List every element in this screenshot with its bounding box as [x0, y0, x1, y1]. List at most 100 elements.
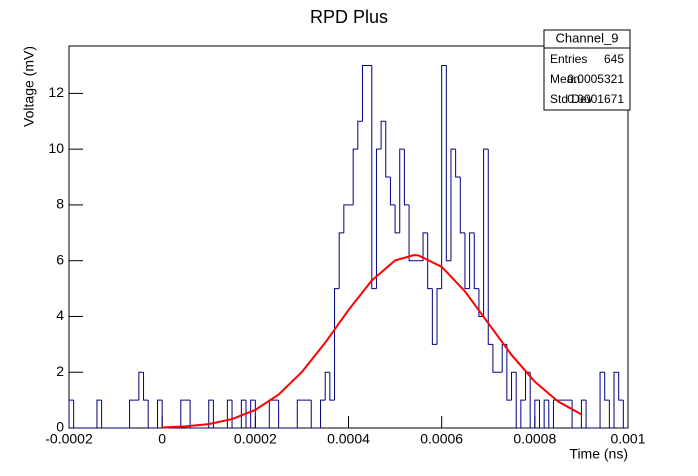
x-tick-label: 0.0006 [420, 431, 463, 447]
x-tick-label: 0.001 [610, 431, 645, 447]
histogram-step [375, 148, 382, 289]
histogram-step [459, 177, 465, 234]
histogram-step [608, 400, 615, 429]
histogram-step [436, 288, 442, 345]
histogram-step [599, 371, 605, 428]
histogram-step [403, 149, 410, 206]
histogram-step [310, 400, 316, 429]
histogram-step [501, 343, 507, 373]
histogram-step [352, 148, 358, 205]
histogram-step [226, 399, 233, 428]
histogram-step [529, 372, 535, 429]
histogram-step [511, 371, 517, 401]
histogram-step [408, 204, 414, 262]
x-tick-label: 0 [158, 431, 166, 447]
histogram-step [538, 400, 545, 429]
histogram-step [324, 371, 330, 401]
histogram-step [450, 148, 456, 261]
y-tick-label: 6 [56, 251, 64, 267]
stats-title: Channel_9 [556, 30, 619, 45]
histogram-step [385, 121, 391, 178]
histogram-step [394, 204, 400, 234]
histogram-step [622, 400, 628, 429]
histogram-step [329, 372, 335, 401]
histogram-step [422, 232, 428, 261]
histogram-step [371, 65, 377, 290]
histogram-step [208, 399, 214, 428]
histogram-step [445, 65, 451, 262]
histogram-step [278, 400, 284, 429]
histogram-step [129, 399, 135, 428]
histogram-step [157, 399, 163, 428]
y-tick-label: 8 [56, 196, 64, 212]
histogram-step [334, 288, 340, 401]
stats-value: 0.0005321 [567, 72, 624, 86]
histogram-step [473, 232, 479, 290]
histogram-step [361, 65, 368, 122]
histogram-step [212, 400, 219, 429]
histogram-step [506, 344, 512, 401]
x-tick-label: -0.0002 [45, 431, 93, 447]
histogram-step [604, 372, 610, 401]
histogram-step [380, 120, 386, 150]
histogram-step [618, 372, 624, 401]
histogram-step [343, 204, 349, 233]
stats-frame [543, 29, 631, 111]
y-axis-label: Voltage (mV) [21, 46, 37, 127]
stats-value: 645 [604, 52, 624, 66]
histogram-step [520, 399, 526, 428]
y-tick-label: 0 [56, 419, 64, 435]
histogram-step [515, 372, 521, 429]
histogram-step [543, 399, 549, 428]
y-tick-label: 10 [48, 140, 64, 156]
fit-curve [162, 254, 582, 429]
histogram-step [441, 65, 447, 289]
stats-label: Mean [550, 72, 580, 86]
y-tick-label: 2 [56, 363, 64, 379]
stats-label: Std Dev [550, 92, 593, 106]
histogram-step [143, 372, 149, 401]
histogram-step [96, 399, 102, 428]
histogram-step [231, 400, 237, 429]
histogram-step [180, 399, 186, 428]
histogram-step [478, 288, 484, 317]
histogram-step [483, 148, 489, 317]
y-tick-label: 4 [56, 307, 64, 323]
histogram-step [469, 232, 475, 289]
histogram-step [464, 232, 470, 290]
histogram-step [250, 399, 256, 428]
histogram-step [320, 399, 326, 428]
histogram-step [147, 400, 153, 429]
histogram-step [492, 344, 498, 373]
histogram-step [189, 400, 195, 429]
y-tick-label: 12 [48, 84, 64, 100]
histogram-step [580, 399, 587, 428]
x-tick-label: 0.0002 [234, 431, 277, 447]
stats-value: 0.0001671 [567, 92, 624, 106]
chart-title: RPD Plus [310, 7, 388, 27]
histogram-step [548, 400, 554, 429]
histogram-step [455, 149, 461, 178]
x-tick-label: 0.0008 [513, 431, 556, 447]
x-tick-label: 0.0004 [327, 431, 370, 447]
histogram-step [138, 371, 144, 401]
histogram-step [399, 148, 405, 233]
histogram-step [338, 232, 344, 289]
histogram-step [73, 400, 79, 429]
histogram-step [389, 177, 396, 206]
histogram-step [245, 400, 251, 429]
histogram-step [613, 371, 619, 428]
histogram-step [357, 120, 363, 150]
histogram-step [534, 399, 540, 428]
histogram-step [487, 149, 493, 345]
stats-label: Entries [550, 52, 587, 66]
histogram-step [585, 400, 591, 429]
histogram-step [240, 399, 247, 428]
histogram-step [101, 400, 107, 429]
histogram-step [431, 288, 438, 345]
histogram-step [68, 399, 74, 428]
histogram-step [296, 399, 302, 428]
x-axis-label: Time (ns) [569, 446, 628, 462]
